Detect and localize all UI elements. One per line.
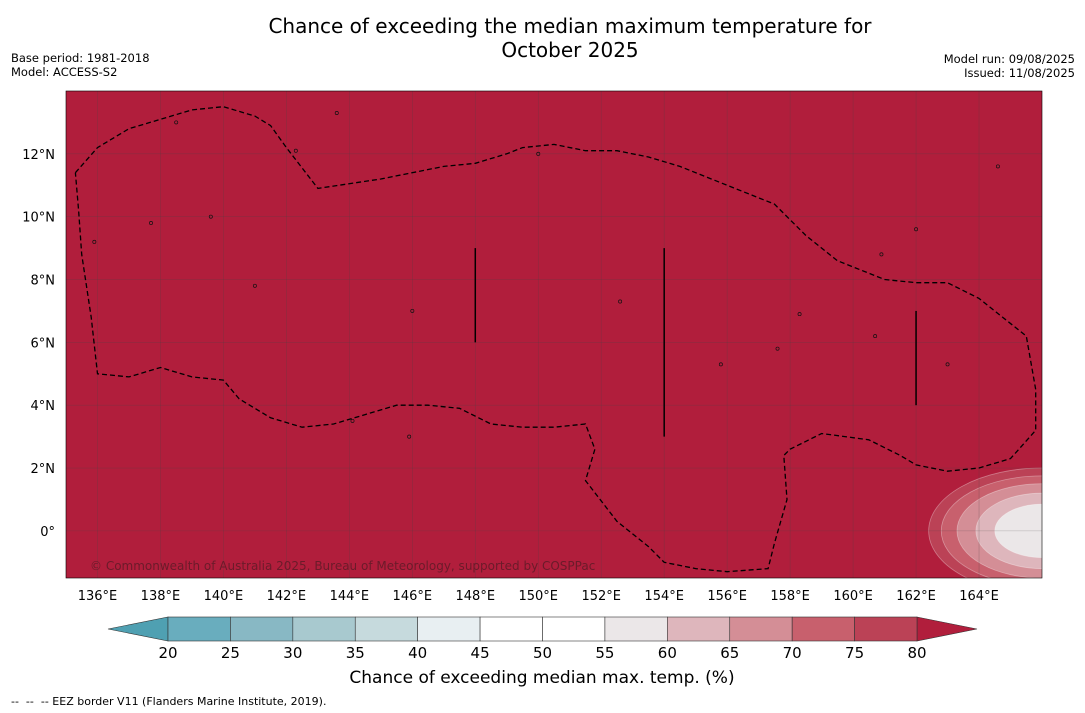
lon-tick-label: 144°E — [330, 589, 370, 604]
lon-tick-label: 164°E — [959, 589, 999, 604]
colorbar-under-arrow — [107, 616, 169, 642]
title-line-2: October 2025 — [501, 38, 639, 62]
lon-tick-label: 146°E — [393, 589, 433, 604]
colorbar-tick-label: 40 — [408, 644, 427, 662]
colorbar-tick-label: 35 — [346, 644, 365, 662]
colorbar-tick-label: 55 — [595, 644, 614, 662]
lon-tick-label: 148°E — [456, 589, 496, 604]
colorbar-tick-label: 70 — [783, 644, 802, 662]
longitude-labels: 136°E 138°E 140°E 142°E 144°E 146°E 148°E 150°E… — [78, 589, 999, 604]
island-outline — [174, 120, 179, 125]
colorbar-bin-45 — [479, 616, 543, 642]
island-outline — [945, 362, 950, 367]
colorbar-bin-50 — [542, 616, 606, 642]
colorbar-bin-40 — [417, 616, 481, 642]
colorbar-tick-label: 50 — [533, 644, 552, 662]
island-outline — [92, 239, 97, 244]
island-outline — [334, 111, 339, 115]
island-outline — [718, 362, 723, 367]
colorbar-bin-25 — [230, 616, 294, 642]
title-line-1: Chance of exceeding the median maximum t… — [268, 14, 872, 38]
metadata-left: Base period: 1981-2018 Model: ACCESS-S2 — [11, 51, 150, 79]
lon-tick-label: 158°E — [770, 589, 810, 604]
metadata-right: Model run: 09/08/2025 Issued: 11/08/2025 — [944, 52, 1075, 80]
colorbar-tick-label: 65 — [720, 644, 739, 662]
lat-tick-label: 12°N — [22, 148, 55, 163]
colorbar-bin-65 — [729, 616, 793, 642]
island-outlines — [92, 111, 1000, 439]
colorbar-title: Chance of exceeding median max. temp. (%… — [349, 668, 735, 688]
colorbar-bin-70 — [791, 616, 855, 642]
map-panel: © Commonwealth of Australia 2025, Bureau… — [66, 91, 1042, 578]
copyright-text: © Commonwealth of Australia 2025, Bureau… — [90, 559, 595, 573]
colorbar-tick-label: 80 — [907, 644, 926, 662]
lat-tick-label: 8°N — [31, 274, 56, 289]
model-text: Model: ACCESS-S2 — [11, 65, 118, 79]
colorbar-bin-55 — [604, 616, 668, 642]
lon-tick-label: 138°E — [141, 589, 181, 604]
lon-tick-label: 142°E — [267, 589, 307, 604]
colorbar-over-arrow — [916, 616, 978, 642]
probability-field — [66, 91, 1042, 578]
island-outline — [407, 434, 412, 439]
lat-tick-label: 6°N — [31, 336, 56, 351]
colorbar-bin-35 — [354, 616, 418, 642]
lat-tick-label: 10°N — [22, 211, 55, 226]
colorbar-tick-label: 20 — [158, 644, 177, 662]
map-frame — [65, 90, 1043, 579]
island-outline — [914, 227, 919, 232]
lat-tick-label: 2°N — [31, 462, 56, 477]
issued-text: Issued: 11/08/2025 — [964, 66, 1075, 80]
island-outline — [208, 214, 213, 219]
island-outline — [797, 312, 802, 317]
island-outline — [995, 164, 1000, 169]
colorbar-bin-30 — [292, 616, 356, 642]
colorbar-bin-60 — [667, 616, 731, 642]
lon-tick-label: 140°E — [204, 589, 244, 604]
boundary-lines — [474, 248, 917, 437]
base-period-text: Base period: 1981-2018 — [11, 51, 150, 65]
lat-tick-label: 0° — [40, 525, 55, 540]
lat-tick-label: 4°N — [31, 399, 56, 414]
eez-legend-text: -- -- -- EEZ border V11 (Flanders Marine… — [11, 695, 327, 708]
colorbar: 20 25 30 35 40 45 50 55 60 65 70 75 80 — [107, 616, 978, 662]
colorbar-bin-75 — [854, 616, 918, 642]
colorbar-tick-label: 45 — [471, 644, 490, 662]
island-outline — [879, 252, 884, 257]
island-outline — [252, 283, 257, 288]
colorbar-bin-20 — [167, 616, 231, 642]
lon-tick-label: 152°E — [581, 589, 621, 604]
colorbar-tick-label: 75 — [845, 644, 864, 662]
low-probability-region — [928, 467, 1042, 578]
island-outline — [536, 151, 541, 156]
lon-tick-label: 150°E — [518, 589, 558, 604]
island-outline — [873, 334, 878, 339]
island-outline — [410, 308, 415, 313]
island-outline — [775, 346, 780, 351]
lon-tick-label: 162°E — [896, 589, 936, 604]
lon-tick-label: 154°E — [644, 589, 684, 604]
lon-tick-label: 156°E — [707, 589, 747, 604]
colorbar-tick-label: 30 — [283, 644, 302, 662]
model-run-text: Model run: 09/08/2025 — [943, 52, 1075, 66]
island-outline — [149, 221, 153, 225]
map-title: Chance of exceeding the median maximum t… — [200, 14, 940, 62]
island-outline — [350, 418, 355, 423]
island-outline — [618, 299, 623, 304]
colorbar-tick-label: 60 — [658, 644, 677, 662]
lon-tick-label: 136°E — [78, 589, 118, 604]
colorbar-tick-label: 25 — [221, 644, 240, 662]
lon-tick-label: 160°E — [833, 589, 873, 604]
latitude-labels: 12°N 10°N 8°N 6°N 4°N 2°N 0° — [22, 148, 55, 540]
grid-lines — [66, 91, 1042, 578]
island-outline — [293, 148, 298, 153]
